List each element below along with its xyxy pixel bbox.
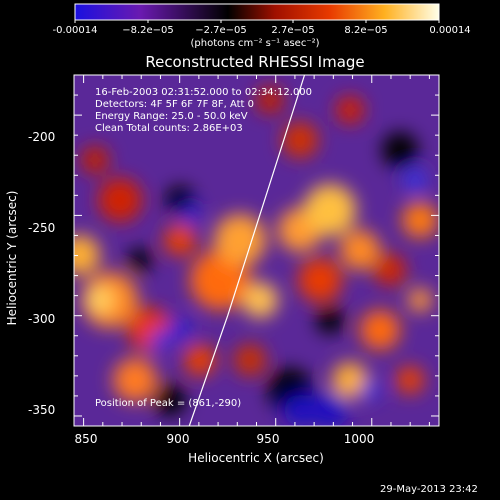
heatmap-blob-1 <box>86 286 114 314</box>
heatmap-blob-18 <box>332 362 368 398</box>
heatmap-blob-25 <box>408 288 432 312</box>
heatmap-blob-21 <box>256 86 284 114</box>
y-axis-label: Heliocentric Y (arcsec) <box>5 190 19 326</box>
heatmap-blob-16 <box>402 202 438 238</box>
colorbar-label-2: −2.7e−05 <box>195 25 247 36</box>
plot-title: Reconstructed RHESSI Image <box>145 53 365 71</box>
axis-ticks <box>74 74 439 426</box>
heatmap-blob-29 <box>382 132 418 168</box>
colorbar-label-3: 2.7e−05 <box>271 25 315 36</box>
heatmap-blob-34 <box>150 330 170 350</box>
heatmap-blob-35 <box>360 380 380 400</box>
heatmap-blob-20 <box>282 122 318 158</box>
solar-limb-arc <box>188 75 306 426</box>
heatmap-blob-5 <box>81 146 109 174</box>
colorbar-ticks <box>74 20 440 23</box>
heatmap-blob-4 <box>98 178 142 222</box>
heatmap-blob-14 <box>298 258 342 302</box>
annotation-time-range: 16-Feb-2003 02:31:52.000 to 02:34:12.000 <box>95 87 313 98</box>
colorbar-label-1: −8.2e−05 <box>122 25 174 36</box>
heatmap-blob-8 <box>184 344 216 376</box>
colorbar-label-0: -0.00014 <box>52 25 98 36</box>
heatmap-blob-17 <box>360 310 400 350</box>
heatmap-blob-31 <box>128 248 152 272</box>
y-tick-label-minus300: -300 <box>28 312 56 326</box>
heatmap-blob-36 <box>403 168 427 192</box>
heatmap-blob-9 <box>113 358 157 402</box>
y-tick-label-minus250: -250 <box>28 221 56 235</box>
annotation-energy-range: Energy Range: 25.0 - 50.0 keV <box>95 111 248 122</box>
heatmap-image <box>74 86 438 426</box>
heatmap-blob-30 <box>316 306 344 334</box>
heatmap-blob-32 <box>180 205 200 225</box>
heatmap-blob-24 <box>234 344 266 376</box>
heatmap-blob-12 <box>304 184 356 236</box>
heatmap-blob-37 <box>312 392 348 426</box>
x-axis-label: Heliocentric X (arcsec) <box>188 451 324 465</box>
colorbar <box>74 3 440 21</box>
plot-timestamp: 29-May-2013 23:42 <box>380 484 478 495</box>
heatmap-blob-38 <box>284 394 316 426</box>
colorbar-units: (photons cm⁻² s⁻¹ asec⁻²) <box>190 38 320 49</box>
annotation-clean-counts: Clean Total counts: 2.86E+03 <box>95 123 243 134</box>
x-tick-label-1000: 1000 <box>343 432 375 446</box>
heatmap-blob-23 <box>164 224 196 256</box>
heatmap-blob-26 <box>154 384 186 416</box>
heatmap-blob-22 <box>336 96 364 124</box>
y-tick-label-minus200: -200 <box>28 130 56 144</box>
heatmap-blob-13 <box>340 230 380 270</box>
colorbar-label-5: 0.00014 <box>429 25 471 36</box>
y-tick-label-minus350: -350 <box>28 403 56 417</box>
x-tick-label-950: 950 <box>256 432 280 446</box>
heatmap-blob-33 <box>168 318 192 342</box>
heatmap-blob-10 <box>242 282 278 318</box>
x-tick-label-850: 850 <box>74 432 98 446</box>
heatmap-blob-3 <box>74 235 100 275</box>
annotation-detectors: Detectors: 4F 5F 6F 7F 8F, Att 0 <box>95 99 255 110</box>
x-tick-label-900: 900 <box>166 432 190 446</box>
heatmap-blob-15 <box>374 254 406 286</box>
heatmap-blob-7 <box>214 214 266 266</box>
peak-position-label: Position of Peak = (861,-290) <box>95 398 242 409</box>
heatmap-blob-19 <box>396 366 424 394</box>
colorbar-label-4: 8.2e−05 <box>344 25 388 36</box>
